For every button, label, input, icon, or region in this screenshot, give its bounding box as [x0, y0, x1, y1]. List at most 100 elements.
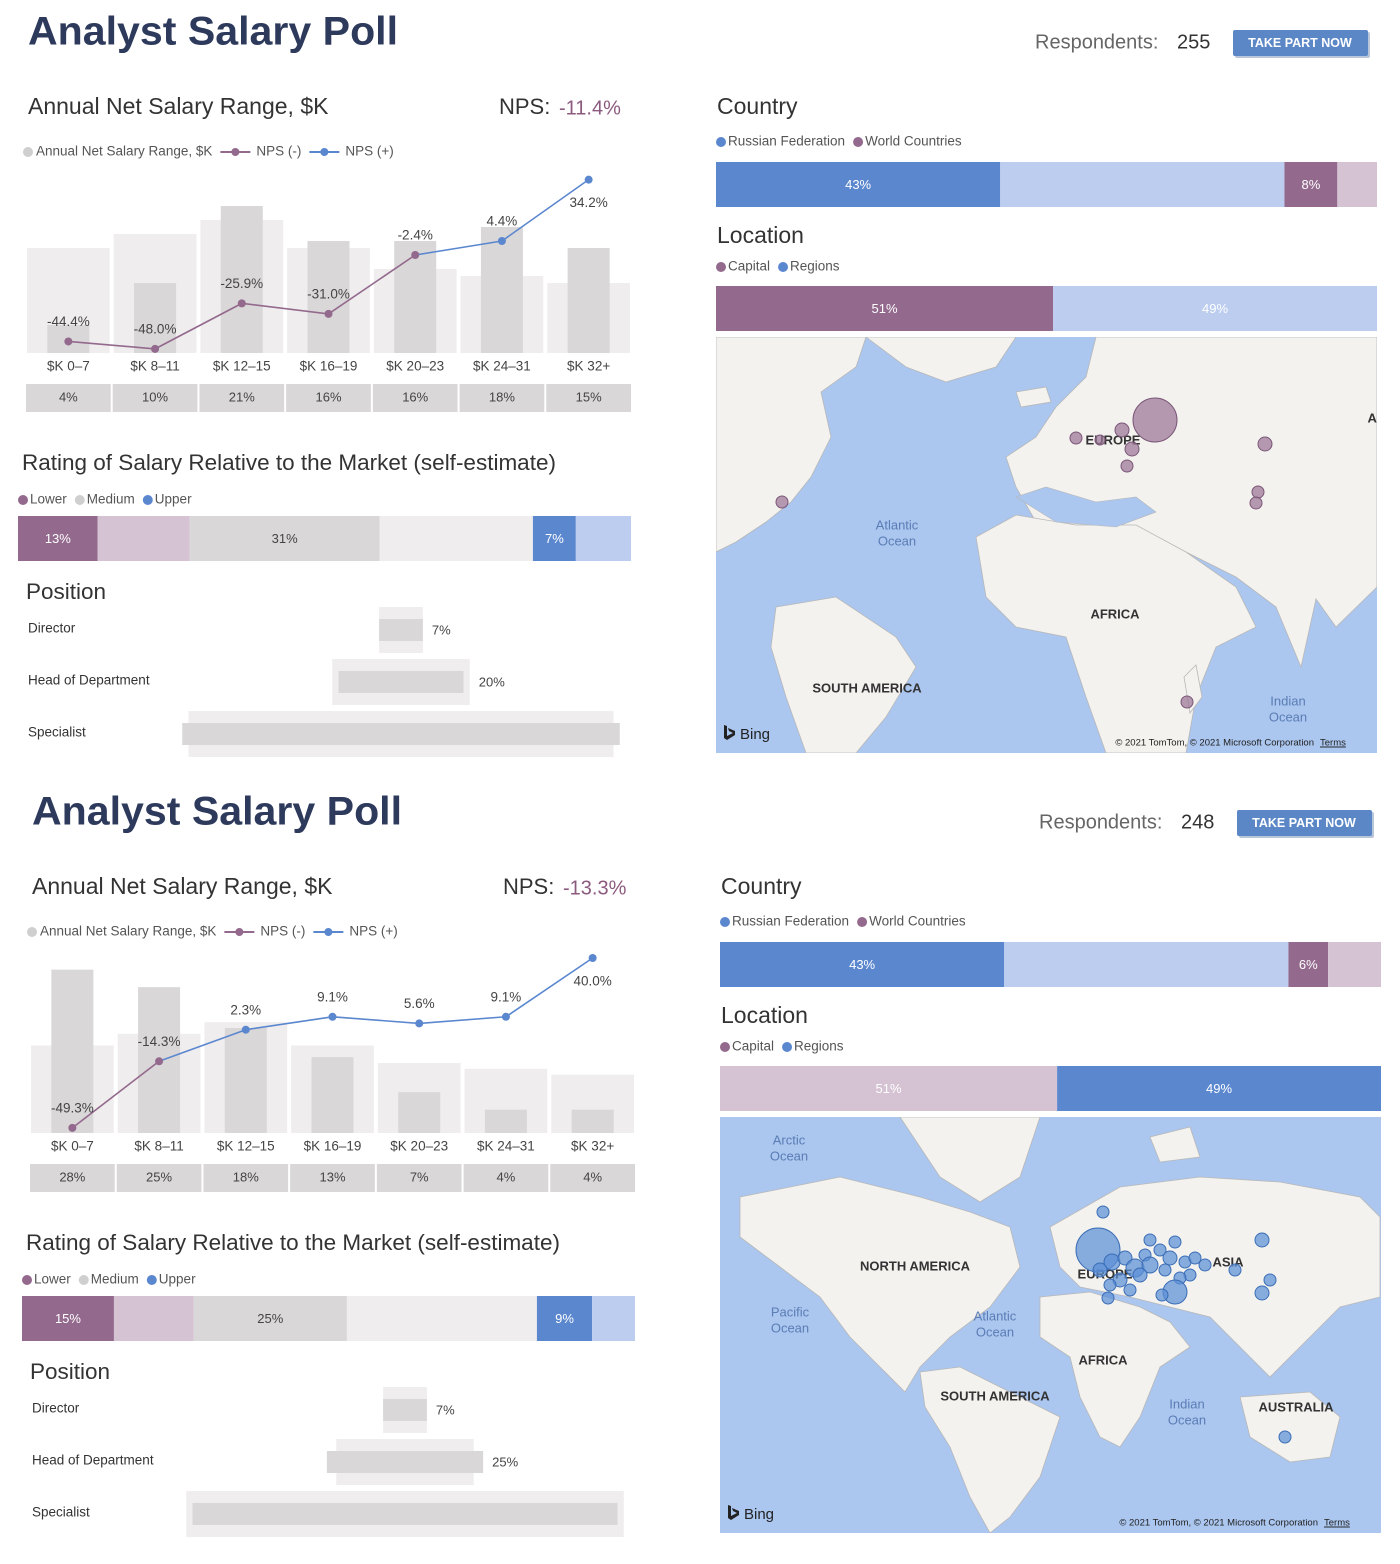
share-label: 25%: [146, 1169, 172, 1184]
share-label: 10%: [142, 389, 168, 404]
row-label: Director: [32, 1401, 80, 1416]
legend-swatch: [74, 495, 85, 505]
share-label: 16%: [315, 389, 341, 404]
nps-point: [328, 1012, 337, 1021]
map-bubble: [1132, 397, 1178, 443]
map-ocean-label: Pacific: [771, 1304, 810, 1319]
x-tick-label: $K 12–15: [213, 359, 271, 374]
segment-label: 13%: [45, 531, 71, 546]
nps-point: [237, 299, 246, 308]
respondents-count: 248: [1181, 811, 1214, 833]
nps-point: [241, 1025, 250, 1034]
bar-label: 20%: [479, 674, 505, 689]
row-label: Specialist: [28, 725, 86, 740]
map-bubble: [1254, 1285, 1270, 1301]
map-region-label: SOUTH AMERICA: [940, 1388, 1050, 1403]
legend-dot: [235, 928, 244, 936]
segment-label: 9%: [555, 1311, 574, 1326]
share-label: 4%: [583, 1169, 602, 1184]
share-cell: [116, 1164, 202, 1192]
bar-segment-comparison: [113, 1296, 194, 1341]
map-ocean-label: Ocean: [878, 533, 916, 548]
legend-label: Russian Federation: [728, 134, 845, 149]
bar-label: 25%: [492, 1454, 518, 1469]
bar-segment-comparison: [379, 516, 533, 561]
share-label: 13%: [319, 1169, 345, 1184]
share-cell: [199, 384, 285, 412]
map-bubble: [1124, 441, 1140, 457]
map-land: [716, 337, 867, 553]
take-part-button[interactable]: TAKE PART NOW: [1233, 30, 1368, 56]
bar-segment-comparison: [1000, 162, 1285, 207]
bar-segment: [18, 516, 98, 561]
legend-swatch: [853, 137, 864, 147]
map-terms[interactable]: Terms: [1324, 1518, 1350, 1529]
map-land: [1239, 1391, 1341, 1463]
legend-swatch: [142, 495, 153, 505]
bar-segment: [189, 516, 380, 561]
map-ocean-label: Ocean: [770, 1148, 808, 1163]
map-bubble: [1101, 1291, 1115, 1305]
map-terms[interactable]: Terms: [1320, 738, 1346, 749]
nps-label: 9.1%: [491, 989, 522, 1004]
x-tick-label: $K 16–19: [300, 359, 358, 374]
segment-label: 6%: [1299, 957, 1318, 972]
bar-segment-comparison: [1337, 162, 1377, 207]
nps-point: [68, 1123, 77, 1132]
legend-label: Lower: [30, 492, 67, 507]
map-bubble: [1180, 695, 1194, 709]
button-body[interactable]: [1237, 810, 1372, 836]
legend-label: NPS (-): [256, 144, 301, 159]
bar-segment: [193, 1296, 347, 1341]
bar-segment: [720, 942, 1005, 987]
button-label[interactable]: TAKE PART NOW: [1248, 36, 1352, 50]
map-bubble: [1257, 436, 1273, 452]
legend-swatch: [720, 917, 730, 927]
segment-label: 43%: [845, 177, 871, 192]
share-cell: [203, 1164, 289, 1192]
bar-label: 7%: [432, 622, 451, 637]
nps-label: 34.2%: [570, 195, 608, 210]
legend-label: World Countries: [869, 914, 966, 929]
map-bubble: [1094, 434, 1106, 446]
share-cell: [372, 384, 458, 412]
nps-label: -48.0%: [134, 321, 177, 336]
bar-segment: [532, 516, 576, 561]
button-body[interactable]: [1233, 30, 1368, 56]
share-cell: [550, 1164, 635, 1192]
bar: [224, 1028, 267, 1133]
nps-label: NPS:: [503, 874, 554, 899]
button-label[interactable]: TAKE PART NOW: [1252, 816, 1356, 830]
nps-point: [324, 309, 333, 318]
x-tick-label: $K 8–11: [130, 359, 179, 374]
nps-label: -49.3%: [51, 1100, 94, 1115]
segment-label: 25%: [257, 1311, 283, 1326]
bar: [192, 1503, 618, 1525]
map-bubble: [1114, 422, 1130, 438]
legend-dot: [231, 148, 240, 156]
share-label: 4%: [497, 1169, 516, 1184]
map-bubble: [1251, 485, 1265, 499]
take-part-button[interactable]: TAKE PART NOW: [1237, 810, 1372, 836]
nps-label: -31.0%: [307, 286, 350, 301]
legend-label: Capital: [732, 1039, 774, 1054]
map-region-label: AUSTRALIA: [1258, 1399, 1334, 1414]
map-bubble: [1278, 1430, 1292, 1444]
chart-title: Rating of Salary Relative to the Market …: [22, 450, 556, 475]
dashboard: Analyst Salary Poll Respondents: 255 TAKE P…: [18, 10, 1377, 757]
legend-swatch: [782, 1042, 793, 1052]
legend-label: NPS (+): [349, 924, 397, 939]
share-label: 15%: [576, 389, 602, 404]
map-region-label: NORTH AMERICA: [860, 1258, 971, 1273]
map-bubble: [1188, 1251, 1202, 1265]
nps-value: -11.4%: [559, 97, 621, 119]
nps-point: [584, 175, 593, 184]
legend-swatch: [146, 1275, 157, 1285]
nps-label: 4.4%: [487, 214, 518, 229]
bar-segment-comparison: [1004, 942, 1289, 987]
legend-swatch: [716, 262, 726, 272]
map-region-label: AFRICA: [1078, 1352, 1128, 1367]
nps-line: [501, 178, 590, 242]
x-tick-label: $K 0–7: [47, 359, 90, 374]
